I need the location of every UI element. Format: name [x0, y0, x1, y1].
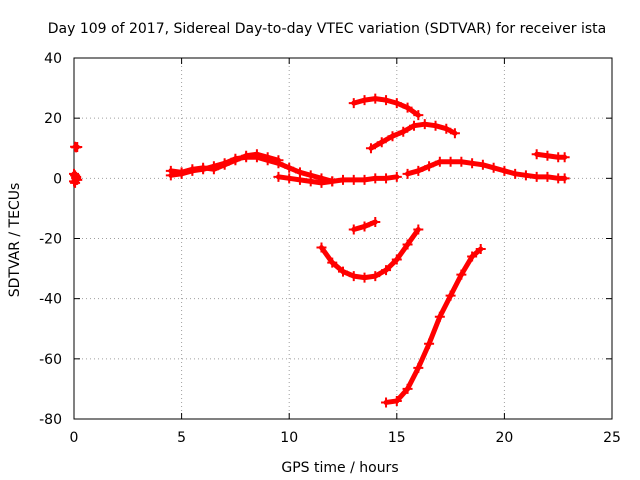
y-tick-label: -20 [39, 232, 62, 248]
x-tick-label: 0 [70, 430, 79, 446]
y-tick-label: -60 [39, 352, 62, 368]
y-tick-label: 20 [44, 111, 62, 127]
data-trail [405, 226, 421, 248]
data-point [413, 224, 424, 235]
x-tick-label: 15 [388, 430, 406, 446]
x-axis-title: GPS time / hours [281, 460, 398, 476]
data-series [70, 141, 83, 153]
x-tick-label: 20 [495, 430, 513, 446]
data-trail [405, 105, 421, 118]
data-trail [405, 365, 421, 392]
data-series [348, 93, 424, 121]
x-tick-label: 10 [280, 430, 298, 446]
y-axis-title: SDTVAR / TECUs [7, 183, 23, 298]
data-trail [383, 257, 400, 273]
data-trail [437, 293, 454, 320]
data-point [413, 110, 424, 121]
data-series [273, 171, 402, 188]
data-series [348, 216, 381, 235]
x-tick-label: 25 [603, 430, 621, 446]
data-series [165, 149, 284, 178]
y-tick-label: -80 [39, 412, 62, 428]
data-point [391, 171, 402, 182]
data-series [365, 119, 460, 154]
data-series [402, 156, 570, 184]
data-series [531, 149, 570, 163]
data-trail [415, 341, 432, 371]
data-point [370, 216, 381, 227]
data-series [381, 244, 486, 408]
data-trail [426, 314, 443, 347]
data-point [72, 142, 83, 153]
data-trail [394, 386, 411, 404]
y-tick-label: 0 [53, 171, 62, 187]
data-trail [394, 242, 411, 263]
data-point [475, 244, 486, 255]
data-trail [448, 272, 464, 299]
data-trail [318, 245, 335, 266]
data-point [71, 173, 82, 184]
axis-ticks: 0 5 10 15 20 25 -80 -60 -40 -20 0 20 40 [39, 51, 621, 446]
data-trail [469, 246, 484, 260]
data-series [69, 168, 83, 188]
data-series [316, 224, 424, 283]
y-tick-label: -40 [39, 292, 62, 308]
chart-title: Day 109 of 2017, Sidereal Day-to-day VTE… [48, 21, 606, 37]
data-point [273, 155, 284, 166]
data-point [559, 152, 570, 163]
grid [74, 58, 612, 419]
data-point [449, 128, 460, 139]
data-point [559, 173, 570, 184]
x-tick-label: 5 [177, 430, 186, 446]
data-trail [458, 254, 475, 278]
data-points [69, 93, 570, 408]
y-tick-label: 40 [44, 51, 62, 67]
